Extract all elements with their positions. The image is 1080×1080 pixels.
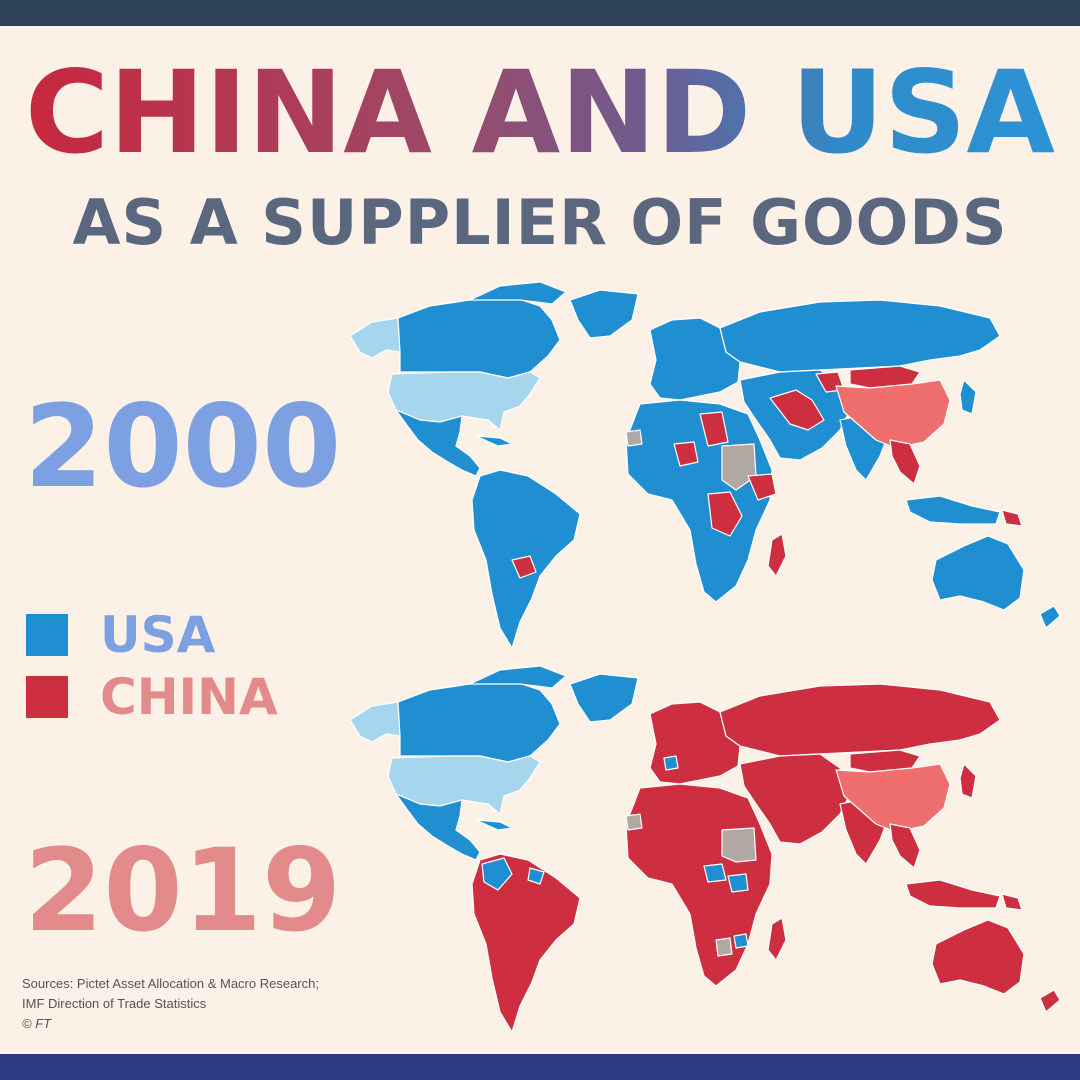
map2000-western-sahara [625, 429, 643, 447]
map2019-sudan [721, 827, 757, 863]
map2019-western-sahara [625, 813, 643, 831]
map2019-canada [397, 679, 561, 763]
map2019-nigeria-usa [703, 863, 727, 883]
map2019-southeast-asia [889, 823, 921, 869]
legend-usa: USA [26, 606, 215, 664]
map2000-southeast-asia [889, 439, 921, 485]
map2000-greenland [569, 289, 639, 339]
map2019-arctic-islands [469, 665, 567, 689]
map2000-indonesia [905, 495, 1001, 525]
map2000-new-zealand [1039, 605, 1061, 629]
title-usa: USA [791, 46, 1055, 170]
map2019-europe-usa-spot [663, 755, 679, 771]
map2019-australia [931, 919, 1025, 995]
legend-usa-label: USA [100, 606, 216, 664]
source-line-3: © FT [22, 1016, 52, 1031]
map-2019 [349, 665, 1061, 1033]
map2019-mexico-central-america [395, 793, 481, 861]
map-2000 [349, 281, 1061, 649]
svg-text:CHINA AND USA: CHINA AND USA [25, 46, 1055, 170]
map2019-new-zealand [1039, 989, 1061, 1013]
map2000-libya [699, 411, 729, 447]
map2000-alaska [349, 317, 401, 359]
map2019-russia [719, 683, 1001, 757]
map2019-middle-east [739, 753, 851, 845]
map2019-china [835, 763, 951, 833]
source-line-1: Sources: Pictet Asset Allocation & Macro… [22, 976, 319, 991]
map2000-paraguay [511, 555, 537, 579]
year-2000-label: 2000 [24, 380, 342, 513]
map2000-madagascar [767, 533, 787, 577]
map2019-caribbean [475, 819, 513, 831]
title-china: CHINA [25, 46, 432, 170]
subtitle: AS A SUPPLIER OF GOODS [72, 186, 1008, 259]
map2000-europe [649, 317, 741, 401]
map2019-zimbabwe-usa [733, 933, 749, 949]
map2000-australia [931, 535, 1025, 611]
map2000-caribbean [475, 435, 513, 447]
map2019-botswana-nodata [715, 937, 733, 957]
bottom-banner-bar [0, 1054, 1080, 1080]
legend-china-label: CHINA [100, 668, 278, 726]
main-title: CHINA AND USA [25, 46, 1055, 170]
map2000-mexico-central-america [395, 409, 481, 477]
legend-china-swatch [26, 676, 68, 718]
map2019-greenland [569, 673, 639, 723]
map2019-indonesia [905, 879, 1001, 909]
legend-china: CHINA [26, 668, 278, 726]
title-and: AND [472, 46, 751, 170]
map2000-canada [397, 295, 561, 379]
source-note: Sources: Pictet Asset Allocation & Macro… [22, 974, 319, 1034]
map2000-png [1001, 509, 1023, 527]
map2000-russia [719, 299, 1001, 373]
legend-usa-swatch [26, 614, 68, 656]
map2000-arctic-islands [469, 281, 567, 305]
map2000-africa [625, 399, 773, 603]
map2019-alaska [349, 701, 401, 743]
map2019-guianas [527, 867, 545, 885]
top-banner-bar [0, 0, 1080, 26]
map2019-japan [959, 763, 977, 799]
year-2019-label: 2019 [24, 824, 342, 957]
map2019-madagascar [767, 917, 787, 961]
map2019-central-africa-usa [727, 873, 749, 893]
source-line-2: IMF Direction of Trade Statistics [22, 996, 207, 1011]
map2000-iran-region [769, 389, 825, 431]
map2000-japan [959, 379, 977, 415]
map2019-colombia [481, 857, 513, 891]
map2019-png [1001, 893, 1023, 911]
map2000-chad-red [673, 441, 699, 467]
map2000-ethiopia [747, 473, 777, 501]
map2000-sudan [721, 443, 757, 491]
map2019-africa [625, 783, 773, 987]
map2000-china [835, 379, 951, 449]
map2000-central-africa-red [707, 491, 743, 537]
map2019-south-america [471, 853, 581, 1033]
